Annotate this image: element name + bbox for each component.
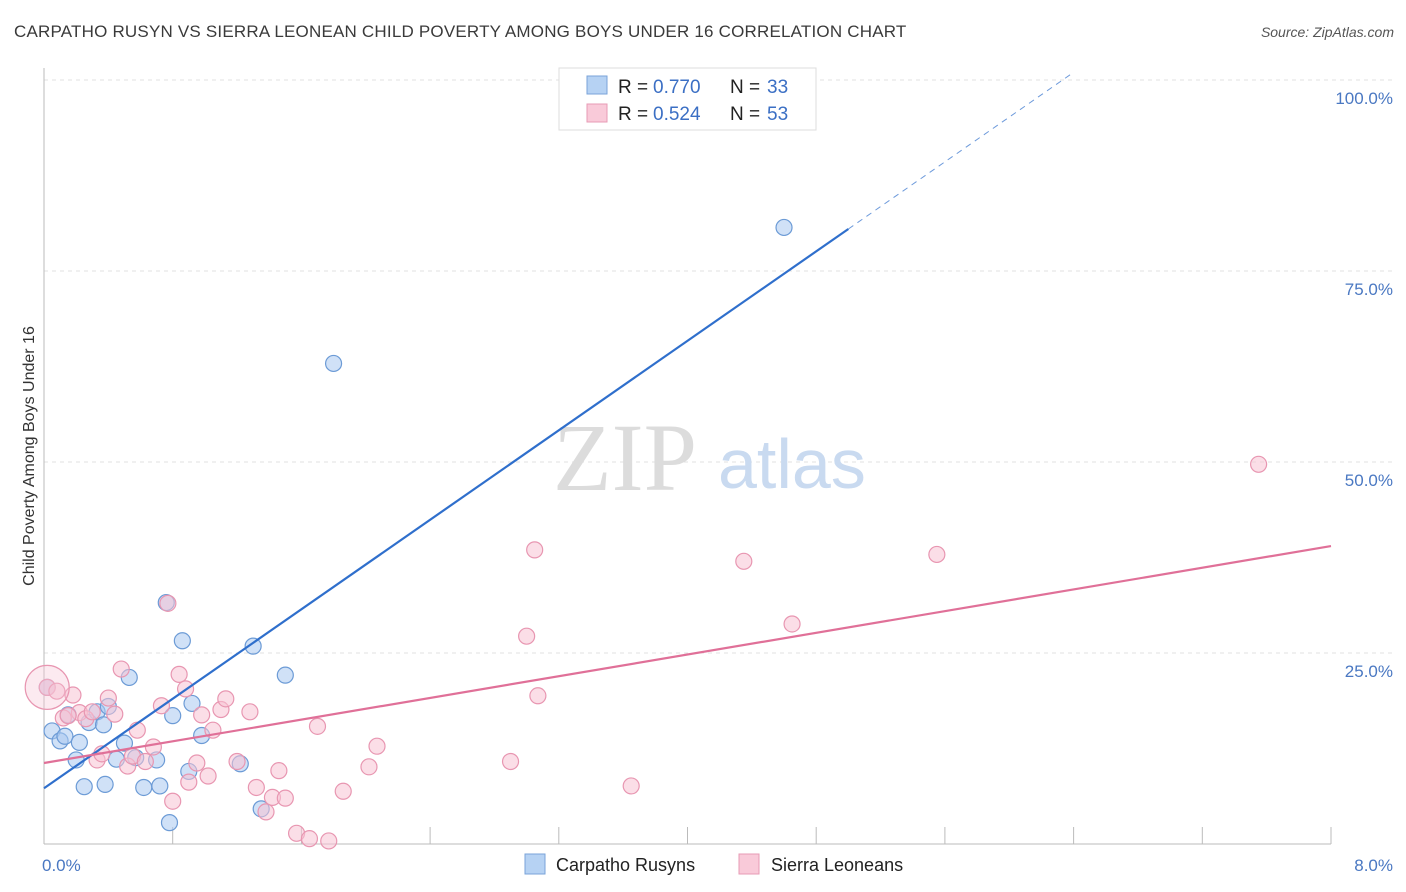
watermark-zip: ZIP	[553, 404, 697, 511]
point-sierra-47	[622, 777, 640, 795]
point-sierra-15	[136, 752, 154, 771]
legend-n-value-1: 53	[767, 104, 788, 125]
point-sierra-28	[217, 690, 235, 708]
x-tick-label-1: 8.0%	[1354, 856, 1393, 875]
y-axis-label: Child Poverty Among Boys Under 16	[21, 326, 38, 586]
legend-n-value-0: 33	[767, 77, 788, 98]
point-sierra-1	[48, 682, 66, 700]
point-sierra-39	[320, 832, 338, 850]
point-sierra-24	[193, 706, 211, 724]
point-sierra-43	[501, 752, 520, 771]
source-label: Source: ZipAtlas.com	[1260, 24, 1394, 40]
point-sierra-34	[270, 762, 288, 780]
point-cluster-origin	[24, 664, 70, 710]
legend-swatch-carpatho	[586, 75, 608, 95]
point-sierra-50	[928, 545, 946, 564]
point-carpatho-20	[164, 707, 182, 725]
point-sierra-32	[257, 803, 275, 821]
legend-n-label-0: N =	[730, 77, 760, 98]
point-sierra-11	[112, 660, 130, 678]
point-sierra-29	[228, 752, 246, 771]
point-sierra-49	[783, 615, 801, 633]
legend-r-value-1: 0.524	[653, 104, 701, 125]
point-carpatho-30	[96, 775, 114, 794]
point-sierra-9	[99, 689, 117, 707]
point-carpatho-3	[56, 727, 74, 745]
legend-swatch-sierra	[586, 103, 608, 123]
chart-title: CARPATHO RUSYN VS SIERRA LEONEAN CHILD P…	[14, 22, 907, 41]
point-sierra-25	[199, 767, 217, 785]
point-carpatho-29	[324, 354, 343, 373]
legend: R = 0.770 N = 33 R = 0.524 N = 53	[558, 67, 817, 131]
trend-line-sierra	[43, 544, 1332, 765]
bottom-legend-swatch-sierra	[738, 853, 760, 875]
legend-r-value-0: 0.770	[653, 77, 701, 98]
axis-layer: 25.0% 50.0% 75.0% 100.0% 0.0% 8.0%	[42, 68, 1393, 875]
legend-r-label-1: R =	[618, 104, 648, 125]
point-sierra-42	[368, 737, 386, 755]
point-carpatho-32	[775, 218, 793, 237]
point-sierra-41	[360, 758, 378, 776]
point-carpatho-31	[75, 778, 93, 796]
point-carpatho-28	[276, 666, 294, 684]
point-sierra-38	[308, 717, 327, 735]
bottom-legend-carpatho: Carpatho Rusyns	[556, 855, 695, 875]
point-carpatho-19	[160, 814, 179, 832]
point-sierra-22	[180, 773, 198, 791]
point-sierra-51	[1250, 455, 1268, 473]
point-sierra-44	[518, 627, 536, 645]
trend-layer	[43, 71, 1332, 790]
trend-line-extension-carpatho	[848, 71, 1074, 230]
point-sierra-37	[300, 830, 319, 848]
point-carpatho-6	[70, 733, 88, 751]
bottom-legend: Carpatho Rusyns Sierra Leoneans	[524, 853, 903, 875]
watermark-atlas: atlas	[718, 425, 866, 503]
point-sierra-23	[188, 754, 206, 772]
points-layer	[24, 218, 1268, 850]
point-sierra-30	[241, 703, 259, 721]
y-tick-label-1: 50.0%	[1345, 471, 1393, 490]
point-sierra-20	[170, 665, 188, 683]
point-carpatho-21	[173, 632, 191, 650]
point-sierra-19	[164, 792, 182, 810]
point-sierra-40	[334, 782, 352, 800]
point-carpatho-15	[135, 778, 153, 797]
y-tick-label-0: 25.0%	[1345, 662, 1393, 681]
point-carpatho-9	[94, 716, 113, 734]
point-sierra-18	[159, 594, 177, 612]
point-sierra-16	[144, 738, 162, 756]
legend-n-label-1: N =	[730, 104, 760, 125]
trend-line-carpatho	[43, 228, 850, 790]
point-sierra-46	[529, 687, 547, 705]
point-carpatho-23	[183, 694, 201, 713]
point-sierra-31	[247, 778, 265, 797]
point-sierra-52	[59, 707, 77, 725]
y-tick-label-2: 75.0%	[1345, 280, 1393, 299]
x-tick-label-0: 0.0%	[42, 856, 81, 875]
point-sierra-48	[735, 552, 753, 570]
point-sierra-10	[106, 705, 124, 723]
legend-r-label-0: R =	[618, 77, 648, 98]
point-sierra-45	[526, 541, 544, 559]
point-sierra-6	[83, 703, 101, 721]
point-carpatho-17	[151, 777, 169, 795]
point-carpatho-26	[244, 637, 262, 655]
point-carpatho-12	[115, 734, 134, 752]
grid-layer	[44, 79, 1393, 654]
point-sierra-35	[276, 789, 294, 807]
y-tick-label-3: 100.0%	[1335, 89, 1393, 108]
bottom-legend-swatch-carpatho	[524, 853, 546, 875]
bottom-legend-sierra: Sierra Leoneans	[771, 855, 903, 875]
